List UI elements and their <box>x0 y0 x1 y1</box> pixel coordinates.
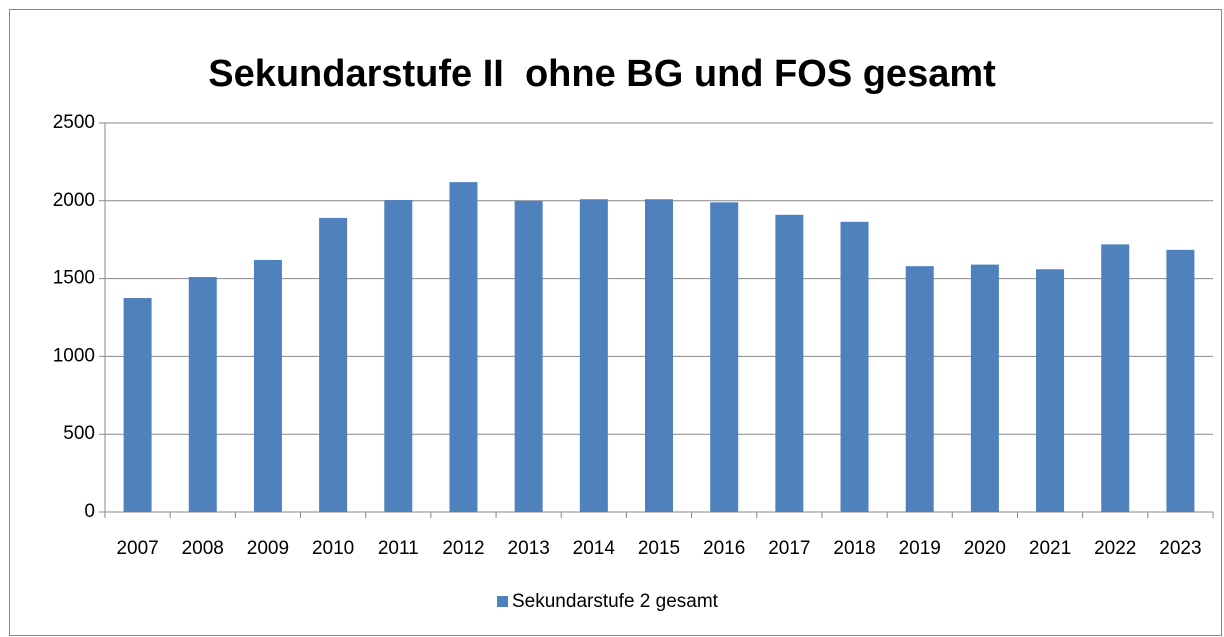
x-tick-label: 2017 <box>768 538 810 559</box>
bar <box>775 214 804 512</box>
bar <box>253 259 282 512</box>
x-tick-label: 2008 <box>182 538 224 559</box>
bar <box>449 182 478 513</box>
x-tick-label: 2021 <box>1029 538 1071 559</box>
x-tick-label: 2022 <box>1094 538 1136 559</box>
legend-label: Sekundarstufe 2 gesamt <box>512 591 719 612</box>
bar <box>1166 249 1195 512</box>
x-tick-label: 2011 <box>378 538 419 559</box>
y-tick-label: 1000 <box>53 345 95 366</box>
bar <box>384 200 413 512</box>
x-tick-label: 2023 <box>1159 538 1201 559</box>
bar <box>645 199 673 512</box>
x-tick-label: 2015 <box>638 538 680 559</box>
x-tick-label: 2014 <box>573 538 616 559</box>
bar <box>840 221 869 512</box>
bar <box>579 199 608 512</box>
chart-title: Sekundarstufe II ohne BG und FOS gesamt <box>208 53 996 95</box>
bar <box>710 202 739 512</box>
y-tick-label: 2500 <box>53 112 95 133</box>
x-tick-label: 2012 <box>442 538 484 559</box>
x-tick-label: 2018 <box>833 538 875 559</box>
x-tick-label: 2010 <box>312 538 354 559</box>
bar <box>319 217 348 512</box>
x-tick-label: 2007 <box>116 538 158 559</box>
bar <box>905 266 934 512</box>
y-tick-label: 1500 <box>53 268 95 289</box>
bar <box>970 264 999 512</box>
legend-swatch <box>497 596 508 607</box>
bar <box>1101 244 1130 513</box>
x-tick-label: 2020 <box>964 538 1006 559</box>
x-tick-label: 2019 <box>899 538 941 559</box>
y-tick-label: 500 <box>63 423 95 444</box>
y-tick-label: 2000 <box>53 190 95 211</box>
x-tick-label: 2016 <box>703 538 745 559</box>
bar <box>1036 269 1065 512</box>
x-tick-label: 2009 <box>247 538 289 559</box>
x-tick-label: 2013 <box>508 538 550 559</box>
bar <box>123 298 152 512</box>
y-tick-label: 0 <box>84 501 95 522</box>
bar <box>514 200 543 513</box>
bar <box>188 277 217 512</box>
